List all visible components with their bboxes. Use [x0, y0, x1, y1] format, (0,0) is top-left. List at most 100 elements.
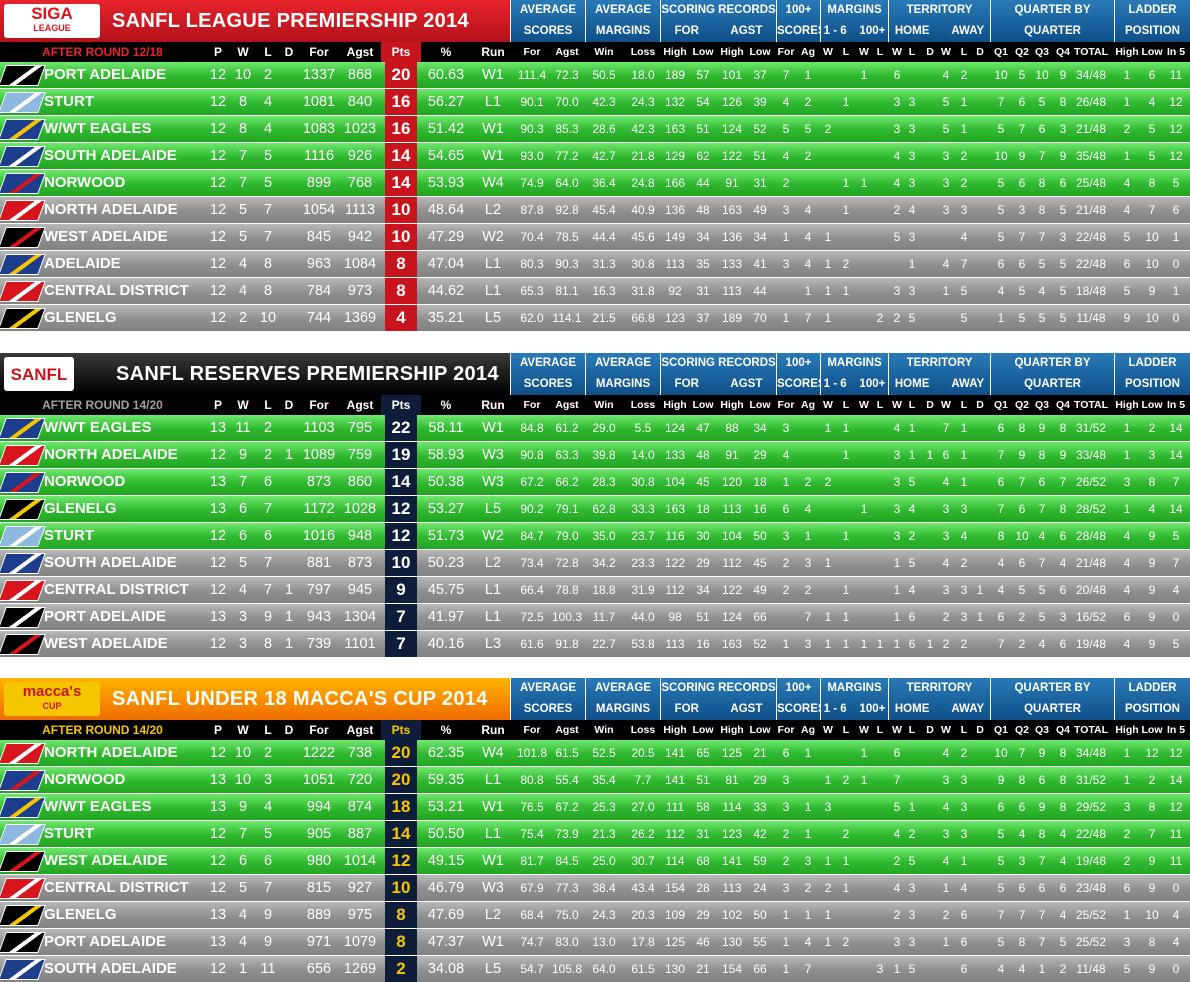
stat-cell: 105.8 [551, 962, 583, 976]
stat-cell: 141 [664, 746, 686, 760]
table-row[interactable]: SOUTH ADELAIDE 12 7 5 1116 926 14 54.65 W1 93.0 77… [0, 143, 1190, 170]
column-group-subtitle: SCORES [777, 703, 826, 715]
stat-cell: 10 [1015, 529, 1029, 543]
team-name: PORT ADELAIDE [44, 933, 166, 950]
stat-cell: 739 [306, 636, 332, 652]
team-guernsey-icon [0, 932, 46, 953]
table-row[interactable]: PORT ADELAIDE 12 10 2 1337 868 20 60.63 W1 111.4 7… [0, 62, 1190, 89]
stat-cell: 104 [664, 475, 686, 489]
stat-cell: 3 [942, 583, 950, 597]
stat-cell: 62 [696, 149, 710, 163]
table-row[interactable]: CENTRAL DISTRICT 12 5 7 815 927 10 46.79 W3 67.9 7… [0, 875, 1190, 902]
stat-cell: 1 [876, 637, 884, 651]
stat-cell: 2 [263, 67, 273, 83]
stat-cell: 1 [860, 637, 868, 651]
stat-cell: 738 [347, 745, 373, 761]
stat-cell: 44.62 [427, 283, 465, 299]
table-row[interactable]: GLENELG 13 6 7 1172 1028 12 53.27 L5 90.2 79.1 62.8… [0, 496, 1190, 523]
stat-cell: 47.37 [427, 934, 465, 950]
stat-cell: 35.4 [592, 773, 616, 787]
stat-cell: 980 [306, 853, 332, 869]
stat-cell: 6 [997, 257, 1005, 271]
stat-cell: 2 [238, 310, 248, 326]
stat-cell: 4 [1038, 529, 1046, 543]
table-row[interactable]: CENTRAL DISTRICT 12 4 7 1 797 945 9 45.75 L1 66.4 7… [0, 577, 1190, 604]
stat-cell: 6 [1148, 68, 1156, 82]
column-label: High [1115, 399, 1139, 411]
table-row[interactable]: NORWOOD 12 7 5 899 768 14 53.93 W4 74.9 64.0 36.4 24… [0, 170, 1190, 197]
table-row[interactable]: PORT ADELAIDE 13 3 9 1 943 1304 7 41.97 L1 72.5 100… [0, 604, 1190, 631]
stat-cell: 25/52 [1075, 935, 1107, 949]
stat-cell: 3 [893, 935, 901, 949]
column-label: W [237, 45, 249, 59]
column-label: Low [1141, 724, 1163, 736]
points-cell: 14 [385, 821, 417, 847]
column-label: Low [749, 46, 771, 58]
table-row[interactable]: WEST ADELAIDE 12 6 6 980 1014 12 49.15 W1 81.7 84.… [0, 848, 1190, 875]
table-row[interactable]: W/WT EAGLES 12 8 4 1083 1023 16 51.42 W1 90.3 85.3… [0, 116, 1190, 143]
table-row[interactable]: SOUTH ADELAIDE 12 5 7 881 873 10 50.23 L2 73.4 72.… [0, 550, 1190, 577]
stat-cell: 1116 [303, 148, 335, 164]
stat-cell: 873 [306, 474, 332, 490]
stat-cell: 1 [824, 908, 832, 922]
stat-cell: 7 [1172, 475, 1180, 489]
column-label: TOTAL [1073, 399, 1109, 411]
column-label: L [908, 724, 916, 736]
table-row[interactable]: GLENELG 13 4 9 889 975 8 47.69 L2 68.4 75.0 24.3 20.… [0, 902, 1190, 929]
table-row[interactable]: WEST ADELAIDE 12 5 7 845 942 10 47.29 W2 70.4 78.5… [0, 224, 1190, 251]
column-label: D [976, 46, 984, 58]
team-guernsey-icon [0, 308, 46, 329]
stat-cell: L2 [484, 202, 502, 218]
stat-cell: 9 [1148, 583, 1156, 597]
stat-cell: 1 [1123, 773, 1131, 787]
stat-cell: 6 [893, 68, 901, 82]
table-row[interactable]: ADELAIDE 12 4 8 963 1084 8 47.04 L1 80.3 90.3 31.3 3… [0, 251, 1190, 278]
stat-cell: 90.2 [520, 502, 544, 516]
table-row[interactable]: SOUTH ADELAIDE 12 1 11 656 1269 2 34.08 L5 54.7 10… [0, 956, 1190, 982]
stat-cell: 43.4 [631, 881, 655, 895]
stat-cell: 3 [804, 556, 812, 570]
points-cell: 2 [385, 956, 417, 982]
stat-cell: 6 [238, 528, 248, 544]
stat-cell: 5 [1038, 95, 1046, 109]
column-label: L [960, 46, 968, 58]
stat-cell: 4 [997, 962, 1005, 976]
table-row[interactable]: STURT 12 6 6 1016 948 12 51.73 W2 84.7 79.0 35.0 23.… [0, 523, 1190, 550]
stat-cell: 26.2 [631, 827, 655, 841]
stat-cell: 9 [1148, 284, 1156, 298]
table-row[interactable]: NORTH ADELAIDE 12 5 7 1054 1113 10 48.64 L2 87.8 9… [0, 197, 1190, 224]
table-row[interactable]: NORTH ADELAIDE 12 9 2 1 1089 759 19 58.93 W3 90.8 6… [0, 442, 1190, 469]
stat-cell [969, 956, 991, 982]
stat-cell: 61.5 [555, 746, 579, 760]
table-row[interactable]: CENTRAL DISTRICT 12 4 8 784 973 8 44.62 L1 65.3 81… [0, 278, 1190, 305]
table-row[interactable]: W/WT EAGLES 13 9 4 994 874 18 53.21 W1 76.5 67.2 25… [0, 794, 1190, 821]
team-name: NORTH ADELAIDE [44, 446, 178, 463]
stat-cell: 62.35 [427, 745, 465, 761]
stat-cell: 29.0 [592, 421, 616, 435]
table-row[interactable]: NORWOOD 13 7 6 873 860 14 50.38 W3 67.2 66.2 28.3 30… [0, 469, 1190, 496]
column-label: Win [594, 399, 614, 411]
stat-cell: 1 [942, 881, 950, 895]
column-label: For [309, 723, 329, 737]
stat-cell: 6 [1059, 881, 1067, 895]
stat-cell: 9 [1148, 962, 1156, 976]
column-group-title: AVERAGE [594, 357, 652, 369]
table-row[interactable]: PORT ADELAIDE 13 4 9 971 1079 8 47.37 W1 74.7 83.0… [0, 929, 1190, 956]
stat-cell: 2 [824, 881, 832, 895]
stat-cell: 34 [753, 230, 767, 244]
table-row[interactable]: W/WT EAGLES 13 11 2 1103 795 22 58.11 W1 84.8 61.2… [0, 415, 1190, 442]
table-row[interactable]: STURT 12 8 4 1081 840 16 56.27 L1 90.1 70.0 42.3 24.… [0, 89, 1190, 116]
stat-cell: 905 [306, 826, 332, 842]
table-row[interactable]: NORWOOD 13 10 3 1051 720 20 59.35 L1 80.8 55.4 35.4… [0, 767, 1190, 794]
table-row[interactable]: GLENELG 12 2 10 744 1369 4 35.21 L5 62.0 114.1 21.5… [0, 305, 1190, 332]
stat-cell: 73.9 [555, 827, 579, 841]
table-row[interactable]: STURT 12 7 5 905 887 14 50.50 L1 75.4 73.9 21.3 26.2… [0, 821, 1190, 848]
stat-cell: 5 [908, 311, 916, 325]
competition-logo: macca's CUP [4, 682, 100, 716]
section-header: SANFL SANFL RESERVES PREMIERSHIP 2014 AVER… [0, 353, 1190, 411]
stat-cell: 1 [842, 95, 850, 109]
column-label: D [976, 724, 984, 736]
stat-cell: 7 [1059, 475, 1067, 489]
table-row[interactable]: WEST ADELAIDE 12 3 8 1 739 1101 7 40.16 L3 61.6 91.… [0, 631, 1190, 658]
table-row[interactable]: NORTH ADELAIDE 12 10 2 1222 738 20 62.35 W4 101.8… [0, 740, 1190, 767]
